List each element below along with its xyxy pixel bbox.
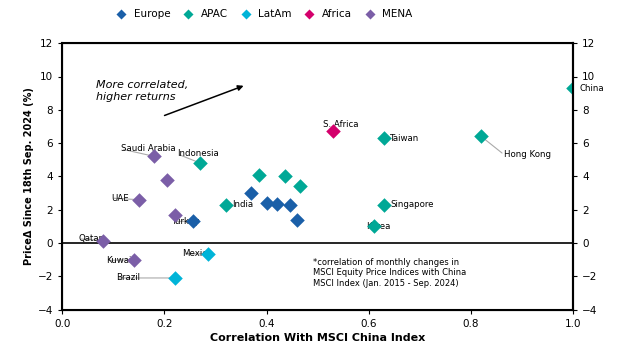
Point	[129, 257, 139, 262]
Point	[476, 134, 486, 139]
Point	[203, 251, 213, 257]
Point	[379, 135, 389, 141]
Text: Taiwan: Taiwan	[390, 134, 419, 143]
Text: Indonesia: Indonesia	[177, 149, 219, 158]
Point	[379, 202, 389, 208]
Point	[162, 177, 172, 183]
Text: More correlated,
higher returns: More correlated, higher returns	[95, 80, 188, 102]
Text: Singapore: Singapore	[390, 200, 434, 209]
Point	[285, 202, 295, 208]
Point	[221, 202, 231, 208]
Text: UAE: UAE	[111, 194, 128, 203]
Text: China: China	[579, 84, 604, 93]
Point	[295, 184, 305, 189]
Point	[134, 197, 144, 203]
Point	[169, 275, 179, 281]
X-axis label: Correlation With MSCI China Index: Correlation With MSCI China Index	[210, 333, 426, 343]
Text: *correlation of monthly changes in
MSCI Equity Price Indices with China
MSCI Ind: *correlation of monthly changes in MSCI …	[313, 258, 466, 288]
Text: Korea: Korea	[366, 222, 391, 231]
Point	[568, 85, 578, 91]
Text: Brazil: Brazil	[116, 274, 140, 283]
Point	[272, 201, 282, 207]
Text: Qatar: Qatar	[78, 234, 103, 243]
Point	[188, 219, 197, 224]
Point	[280, 174, 290, 179]
Text: Turkey: Turkey	[172, 217, 201, 226]
Text: Kuwait: Kuwait	[106, 256, 135, 265]
Point	[369, 224, 379, 229]
Legend: Europe, APAC, LatAm, Africa, MENA: Europe, APAC, LatAm, Africa, MENA	[107, 5, 416, 23]
Y-axis label: PriceΔ Since 18th Sep. 2024 (%): PriceΔ Since 18th Sep. 2024 (%)	[24, 87, 34, 265]
Point	[150, 153, 159, 159]
Point	[169, 212, 179, 217]
Text: Saudi Arabia: Saudi Arabia	[121, 144, 176, 153]
Text: S. Africa: S. Africa	[323, 120, 358, 129]
Text: India: India	[232, 200, 253, 209]
Point	[292, 217, 302, 222]
Point	[98, 238, 108, 243]
Text: Hong Kong: Hong Kong	[504, 150, 551, 159]
Point	[195, 160, 205, 166]
Point	[328, 129, 338, 134]
Point	[254, 172, 264, 177]
Point	[262, 200, 272, 206]
Text: Mexico: Mexico	[183, 249, 212, 258]
Point	[246, 190, 256, 196]
